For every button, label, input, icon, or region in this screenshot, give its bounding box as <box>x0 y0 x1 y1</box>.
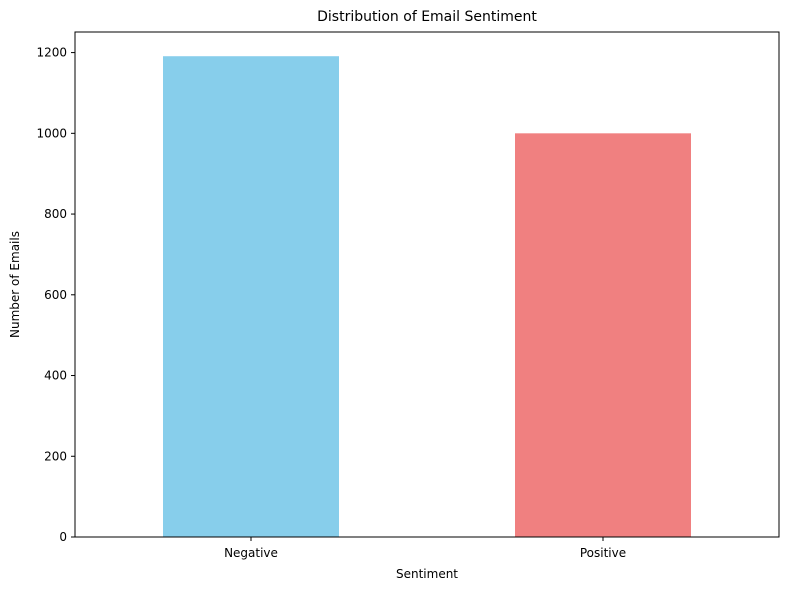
bar-positive <box>515 133 691 537</box>
plot-frame <box>74 31 780 538</box>
bars-group <box>163 56 691 538</box>
y-axis-ticks: 0 200 400 600 800 1000 1200 <box>36 46 75 544</box>
y-tick-label: 200 <box>44 449 67 463</box>
y-tick-label: 800 <box>44 207 67 221</box>
x-tick-label: Negative <box>224 546 278 560</box>
x-tick-label: Positive <box>580 546 626 560</box>
y-tick-label: 600 <box>44 288 67 302</box>
bar-negative <box>163 56 339 538</box>
y-tick-label: 1000 <box>36 126 67 140</box>
chart-title: Distribution of Email Sentiment <box>317 9 537 25</box>
x-axis-ticks: Negative Positive <box>224 537 626 560</box>
y-tick-label: 0 <box>59 530 67 544</box>
y-tick-label: 1200 <box>36 46 67 60</box>
y-tick-label: 400 <box>44 369 67 383</box>
y-axis-label: Number of Emails <box>8 231 22 338</box>
x-axis-label: Sentiment <box>396 567 458 581</box>
